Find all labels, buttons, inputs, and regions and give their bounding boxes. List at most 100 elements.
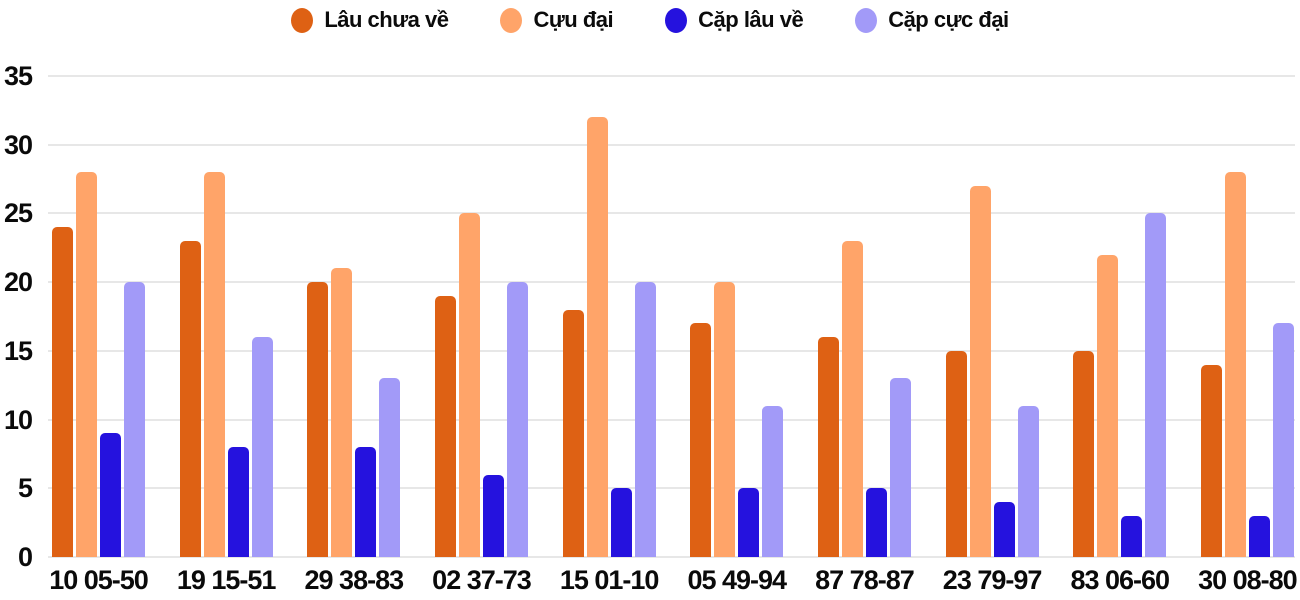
bar[interactable] bbox=[227, 447, 249, 557]
y-tick-label: 15 bbox=[3, 335, 33, 366]
bar[interactable] bbox=[945, 350, 967, 557]
bar[interactable] bbox=[586, 117, 608, 557]
x-label-cell: 02 37-73 bbox=[432, 564, 532, 596]
bar-group bbox=[307, 76, 401, 557]
bar-group bbox=[434, 76, 528, 557]
x-label-cell: 19 15-51 bbox=[176, 564, 277, 596]
bar[interactable] bbox=[1145, 213, 1167, 557]
bar[interactable] bbox=[379, 378, 401, 557]
legend-label: Cặp lâu về bbox=[698, 7, 804, 32]
gridline bbox=[48, 143, 1295, 146]
bar[interactable] bbox=[634, 282, 656, 557]
bar[interactable] bbox=[307, 282, 329, 557]
bar-group bbox=[52, 76, 145, 557]
legend-dot-icon bbox=[855, 7, 878, 33]
legend-label: Cặp cực đại bbox=[888, 7, 1009, 32]
bar[interactable] bbox=[690, 323, 712, 557]
x-label-cell: 83 06-60 bbox=[1070, 564, 1170, 596]
bar[interactable] bbox=[1073, 350, 1095, 557]
bar-group bbox=[562, 76, 656, 557]
y-tick-label: 5 bbox=[17, 473, 33, 504]
bar[interactable] bbox=[1248, 515, 1270, 557]
gridline bbox=[48, 349, 1295, 352]
x-label-cell: 15 01-10 bbox=[559, 564, 660, 596]
x-category-label: 23 79-97 bbox=[942, 564, 1043, 595]
legend-dot-icon bbox=[665, 7, 688, 33]
bar[interactable] bbox=[251, 337, 273, 557]
x-label-cell: 29 38-83 bbox=[305, 564, 405, 596]
bar[interactable] bbox=[76, 172, 97, 557]
bar[interactable] bbox=[458, 213, 480, 557]
bar[interactable] bbox=[203, 172, 225, 557]
bar[interactable] bbox=[506, 282, 528, 557]
bar[interactable] bbox=[817, 337, 839, 557]
gridline bbox=[48, 487, 1295, 490]
bar-group bbox=[817, 76, 911, 557]
bar[interactable] bbox=[762, 405, 784, 557]
bar[interactable] bbox=[969, 185, 991, 557]
bar[interactable] bbox=[482, 474, 504, 557]
bar-group bbox=[1073, 76, 1167, 557]
bar[interactable] bbox=[1017, 405, 1039, 557]
bar[interactable] bbox=[179, 240, 201, 557]
chart-legend: Lâu chưa về Cựu đại Cặp lâu về Cặp cực đại bbox=[0, 0, 1300, 40]
bar[interactable] bbox=[993, 502, 1015, 557]
bar[interactable] bbox=[1200, 364, 1222, 557]
bar[interactable] bbox=[124, 282, 145, 557]
bar[interactable] bbox=[610, 488, 632, 557]
gridline bbox=[48, 75, 1295, 77]
x-label-cell: 05 49-94 bbox=[687, 564, 787, 596]
x-category-label: 30 08-80 bbox=[1198, 564, 1298, 595]
gridline bbox=[48, 212, 1295, 215]
x-label-cell: 87 78-87 bbox=[815, 564, 915, 596]
bar[interactable] bbox=[355, 447, 377, 557]
y-tick-label: 0 bbox=[17, 542, 33, 572]
x-category-label: 15 01-10 bbox=[559, 564, 660, 595]
legend-item[interactable]: Lâu chưa về bbox=[291, 7, 449, 33]
bar[interactable] bbox=[331, 268, 353, 557]
x-category-label: 02 37-73 bbox=[432, 564, 532, 595]
legend-label: Cựu đại bbox=[533, 7, 614, 32]
bar-group bbox=[179, 76, 273, 557]
x-category-label: 29 38-83 bbox=[304, 564, 405, 595]
legend-item[interactable]: Cựu đại bbox=[500, 7, 614, 33]
bar[interactable] bbox=[1121, 515, 1143, 557]
legend-dot-icon bbox=[291, 7, 314, 33]
bar-group bbox=[1200, 76, 1294, 557]
legend-item[interactable]: Cặp lâu về bbox=[665, 7, 804, 33]
x-axis-labels: 10 05-50 19 15-51 29 38-83 02 37-73 15 01-10… bbox=[49, 564, 1298, 596]
x-category-label: 83 06-60 bbox=[1070, 564, 1170, 595]
legend-label: Lâu chưa về bbox=[324, 7, 449, 32]
x-category-label: 10 05-50 bbox=[49, 564, 149, 595]
bar[interactable] bbox=[1272, 323, 1294, 557]
x-category-label: 87 78-87 bbox=[815, 564, 915, 595]
bar[interactable] bbox=[1224, 172, 1246, 557]
bar[interactable] bbox=[841, 240, 863, 557]
y-tick-label: 10 bbox=[3, 404, 33, 435]
bar-group bbox=[945, 76, 1039, 557]
legend-item[interactable]: Cặp cực đại bbox=[855, 7, 1009, 33]
gridline bbox=[48, 281, 1295, 284]
x-label-cell: 30 08-80 bbox=[1198, 564, 1298, 596]
bar[interactable] bbox=[889, 378, 911, 557]
y-tick-label: 30 bbox=[3, 129, 33, 160]
y-tick-label: 35 bbox=[3, 61, 33, 91]
bar[interactable] bbox=[562, 309, 584, 557]
x-category-label: 19 15-51 bbox=[176, 564, 277, 595]
bar[interactable] bbox=[1097, 254, 1119, 557]
bar[interactable] bbox=[714, 282, 736, 557]
gridline bbox=[48, 556, 1295, 558]
bar-group bbox=[690, 76, 784, 557]
bar[interactable] bbox=[865, 488, 887, 557]
x-label-cell: 23 79-97 bbox=[942, 564, 1043, 596]
bar[interactable] bbox=[434, 295, 456, 557]
x-category-label: 05 49-94 bbox=[687, 564, 787, 595]
bars-row bbox=[52, 76, 1294, 557]
x-label-cell: 10 05-50 bbox=[49, 564, 149, 596]
bar[interactable] bbox=[52, 227, 73, 557]
y-tick-label: 20 bbox=[3, 267, 33, 298]
bar[interactable] bbox=[100, 433, 121, 557]
bar[interactable] bbox=[738, 488, 760, 557]
